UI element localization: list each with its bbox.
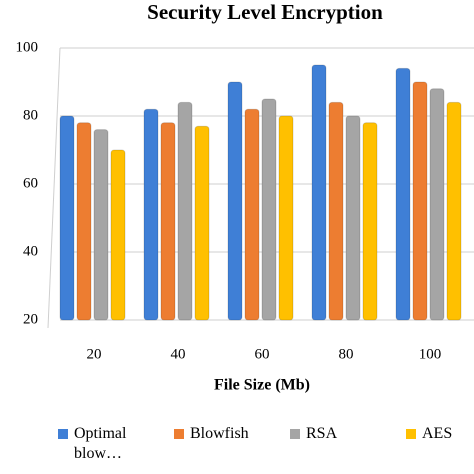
y-tick-label: 80 <box>23 107 38 123</box>
x-tick-label: 80 <box>339 346 354 362</box>
axis-line <box>47 47 61 329</box>
x-tick-label: 40 <box>171 346 186 362</box>
bar <box>278 115 294 321</box>
x-tick-label: 20 <box>87 346 102 362</box>
bar <box>93 129 109 321</box>
bar <box>244 108 260 321</box>
legend-swatch <box>290 429 300 439</box>
legend-label: Optimal blow… <box>74 425 127 462</box>
x-axis-title: File Size (Mb) <box>214 377 310 394</box>
y-tick-label: 100 <box>16 39 39 55</box>
bar <box>110 149 126 321</box>
legend-swatch <box>58 429 68 439</box>
bar <box>412 81 428 321</box>
bar <box>446 101 462 321</box>
legend-swatch <box>406 429 416 439</box>
bar <box>76 122 92 321</box>
bar <box>160 122 176 321</box>
bar <box>143 108 159 321</box>
legend-label: Blowfish <box>190 425 249 442</box>
bar <box>194 125 210 321</box>
x-tick-label: 60 <box>255 346 270 362</box>
legend: Optimal blow… Blowfish RSA AES <box>0 424 474 474</box>
chart: Security Level Encryption File Size (Mb)… <box>16 0 474 394</box>
legend-label: RSA <box>306 425 338 442</box>
legend-item: RSA <box>290 424 366 474</box>
bar <box>261 98 277 321</box>
bar <box>227 81 243 321</box>
bar <box>311 64 327 321</box>
bar <box>328 101 344 321</box>
legend-swatch <box>174 429 184 439</box>
legend-label: AES <box>422 425 453 442</box>
y-tick-label: 60 <box>23 175 38 191</box>
bar <box>177 101 193 321</box>
legend-item: Optimal blow… <box>58 424 134 474</box>
bar <box>59 115 75 321</box>
bar <box>395 67 411 321</box>
chart-title: Security Level Encryption <box>147 0 383 24</box>
x-tick-label: 100 <box>419 346 442 362</box>
bar <box>345 115 361 321</box>
legend-item: AES <box>406 424 474 474</box>
bar <box>362 122 378 321</box>
bar <box>429 88 445 321</box>
legend-item: Blowfish <box>174 424 250 474</box>
y-tick-label: 40 <box>23 243 38 259</box>
y-tick-label: 20 <box>23 311 38 327</box>
